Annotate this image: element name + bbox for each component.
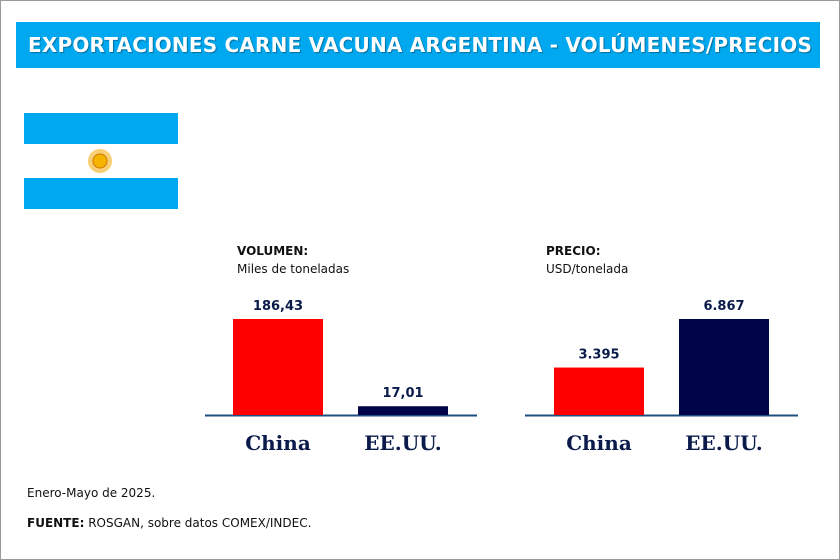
category-label: EE.UU. bbox=[685, 431, 762, 455]
source-note: FUENTE: ROSGAN, sobre datos COMEX/INDEC. bbox=[27, 516, 312, 530]
page-title: EXPORTACIONES CARNE VACUNA ARGENTINA - V… bbox=[16, 22, 820, 68]
value-label: 6.867 bbox=[703, 299, 744, 314]
category-label: EE.UU. bbox=[364, 431, 441, 455]
value-label: 3.395 bbox=[578, 348, 619, 363]
price-chart-title: PRECIO: USD/tonelada bbox=[546, 244, 629, 276]
volume-chart-title: VOLUMEN: Miles de toneladas bbox=[237, 244, 350, 276]
value-label: 186,43 bbox=[253, 299, 303, 314]
period-note: Enero-Mayo de 2025. bbox=[27, 486, 156, 500]
bar-eeuu bbox=[358, 406, 448, 415]
category-label: China bbox=[245, 431, 311, 455]
category-label: China bbox=[566, 431, 632, 455]
argentina-flag bbox=[24, 113, 178, 209]
value-label: 17,01 bbox=[382, 386, 423, 401]
bar-china bbox=[233, 319, 323, 415]
bar-china bbox=[554, 367, 644, 415]
bar-eeuu bbox=[679, 319, 769, 415]
